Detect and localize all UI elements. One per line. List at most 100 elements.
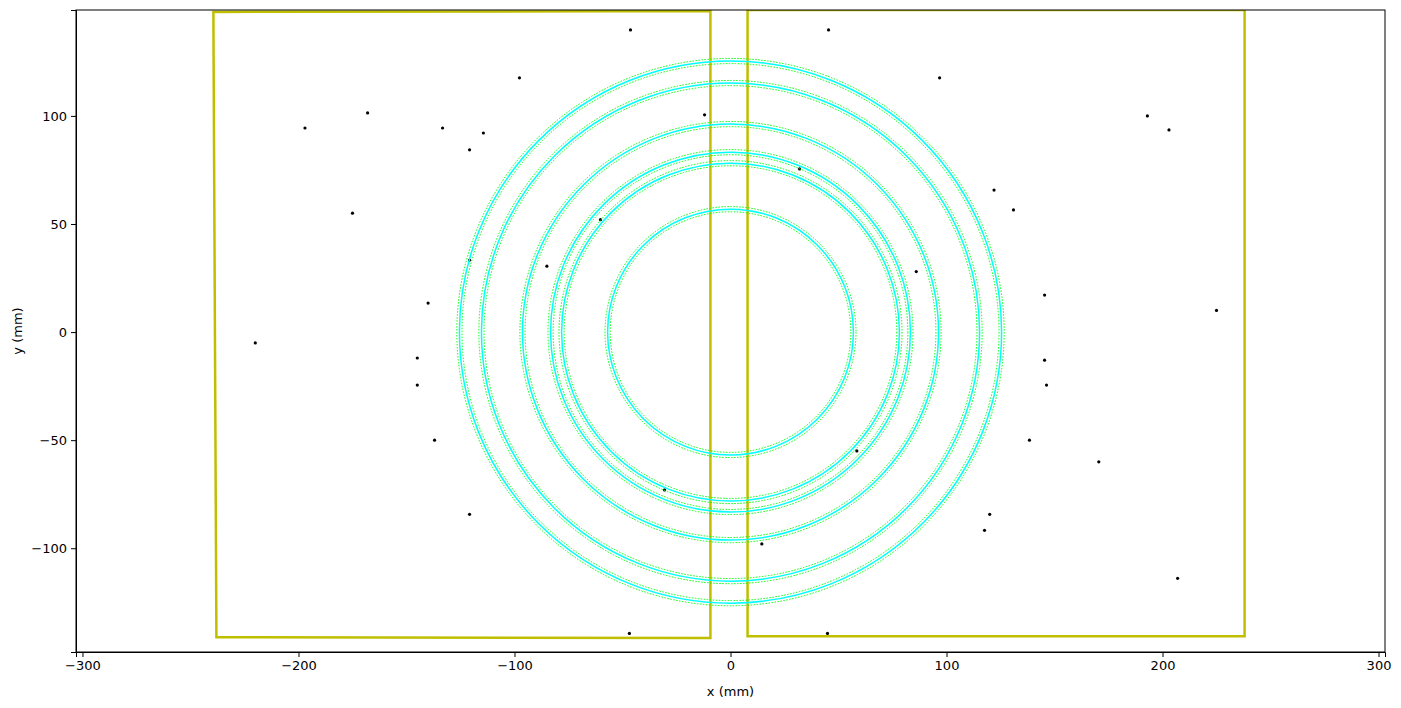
ring xyxy=(457,58,1004,605)
point xyxy=(629,28,632,31)
ring xyxy=(520,121,941,542)
plot-frame xyxy=(76,10,1385,652)
series-ring xyxy=(462,64,999,601)
x-tick-label: 300 xyxy=(1367,658,1392,673)
series-scatter xyxy=(254,28,1218,635)
x-axis-line xyxy=(77,653,1386,658)
x-tick-mark xyxy=(947,652,948,657)
y-axis-title: y (mm) xyxy=(10,307,25,354)
ring xyxy=(522,124,938,540)
y-tick-label: 100 xyxy=(42,109,67,124)
ring xyxy=(462,64,999,601)
point xyxy=(1176,577,1179,580)
point xyxy=(254,341,257,344)
point xyxy=(1215,309,1218,312)
point xyxy=(988,513,991,516)
ring xyxy=(481,83,979,581)
series-ring xyxy=(457,58,1004,605)
ring xyxy=(608,209,854,455)
point xyxy=(992,188,995,191)
point xyxy=(1043,359,1046,362)
point xyxy=(628,632,631,635)
point xyxy=(1167,128,1170,131)
plot-area xyxy=(213,10,1244,638)
point xyxy=(545,265,548,268)
point xyxy=(826,632,829,635)
x-tick: 200 xyxy=(1151,652,1176,673)
point xyxy=(983,529,986,532)
ring xyxy=(484,86,977,579)
point xyxy=(518,76,521,79)
y-tick-label: −100 xyxy=(31,541,67,556)
point xyxy=(303,126,306,129)
x-tick: 300 xyxy=(1367,652,1392,673)
x-tick-label: −200 xyxy=(281,658,317,673)
point xyxy=(1097,460,1100,463)
x-tick-mark xyxy=(1379,652,1380,657)
ring xyxy=(551,152,911,512)
point xyxy=(938,76,941,79)
point xyxy=(416,356,419,359)
y-tick-mark xyxy=(71,116,76,117)
x-tick-label: 0 xyxy=(727,658,735,673)
point xyxy=(1012,208,1015,211)
x-tick-mark xyxy=(298,652,299,657)
y-tick: −100 xyxy=(31,541,76,556)
point xyxy=(1043,294,1046,297)
point xyxy=(703,113,706,116)
y-tick: 100 xyxy=(42,109,76,124)
point xyxy=(351,212,354,215)
series-polygon xyxy=(748,10,1245,636)
ring xyxy=(553,155,908,510)
point xyxy=(827,28,830,31)
point xyxy=(416,383,419,386)
ring xyxy=(479,80,982,583)
point xyxy=(468,148,471,151)
panel-outline xyxy=(213,11,710,638)
y-tick-label: 0 xyxy=(59,325,67,340)
x-tick: −200 xyxy=(281,652,317,673)
x-axis-title: x (mm) xyxy=(707,684,754,699)
x-tick-label: 100 xyxy=(935,658,960,673)
ring xyxy=(525,127,936,538)
y-tick-mark xyxy=(71,440,76,441)
point xyxy=(426,302,429,305)
y-tick: 50 xyxy=(50,217,76,232)
ring xyxy=(562,163,900,501)
x-tick: −100 xyxy=(497,652,533,673)
ring xyxy=(559,161,902,504)
ring xyxy=(459,61,1001,603)
chart: −300 −200 −100 0 100 200 300 −100 −50 0 50 100 x (mm… xyxy=(0,0,1401,708)
point xyxy=(1045,383,1048,386)
x-tick: 100 xyxy=(935,652,960,673)
ring xyxy=(548,150,913,515)
point xyxy=(760,542,763,545)
x-tick-mark xyxy=(731,652,732,657)
point xyxy=(1028,439,1031,442)
y-tick-mark xyxy=(71,224,76,225)
x-axis: −300 −200 −100 0 100 200 300 xyxy=(65,652,1391,673)
x-tick-mark xyxy=(514,652,515,657)
point xyxy=(482,131,485,134)
x-tick-label: −100 xyxy=(497,658,533,673)
point xyxy=(433,439,436,442)
y-axis: −100 −50 0 50 100 xyxy=(31,11,76,653)
point xyxy=(366,111,369,114)
x-tick-label: −300 xyxy=(65,658,101,673)
x-tick-mark xyxy=(82,652,83,657)
series-polygon xyxy=(213,11,710,638)
x-tick-mark xyxy=(1163,652,1164,657)
y-tick-mark xyxy=(71,548,76,549)
y-tick: −50 xyxy=(40,433,76,448)
x-tick-label: 200 xyxy=(1151,658,1176,673)
y-tick-label: −50 xyxy=(40,433,67,448)
ring xyxy=(564,166,897,499)
ring xyxy=(605,207,856,458)
panel-outline xyxy=(748,10,1245,636)
y-tick-label: 50 xyxy=(50,217,67,232)
point xyxy=(1146,114,1149,117)
y-tick-mark xyxy=(71,332,76,333)
ring xyxy=(610,212,851,453)
point xyxy=(468,513,471,516)
x-tick: 0 xyxy=(727,652,735,673)
